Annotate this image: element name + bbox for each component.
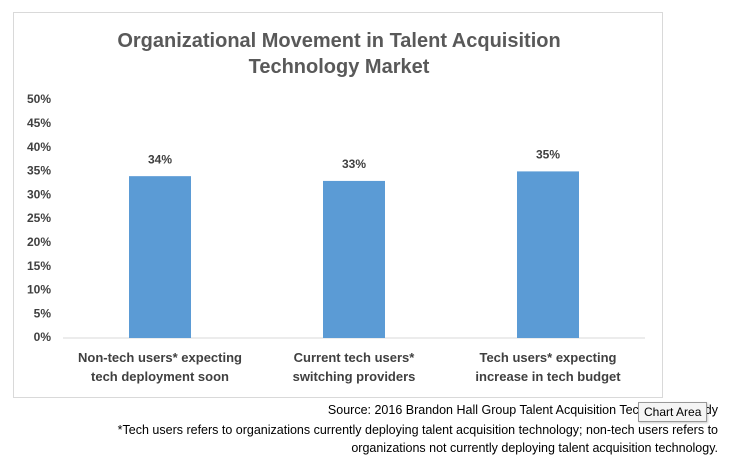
tooltip: Chart Area [638,402,708,422]
y-tick-label: 0% [34,330,52,344]
source: Source: 2016 Brandon Hall Group Talent A… [327,403,718,417]
bar [323,180,385,338]
bar [517,171,579,338]
y-tick-label: 30% [27,187,51,201]
x-tick-label: Tech users* expecting increase in tech b… [475,350,621,384]
x-tick-label: Current tech users* switching providers [292,350,416,384]
y-tick-label: 5% [34,306,52,320]
bar [129,176,191,338]
chart-frame [13,12,663,398]
y-tick-label: 50% [27,92,51,106]
value-label: 34% [148,152,172,166]
value-label: 35% [536,148,560,162]
y-tick-label: 20% [27,235,51,249]
y-tick-label: 35% [27,164,51,178]
value-label: 33% [342,157,366,171]
y-tick-label: 15% [27,259,51,273]
y-tick-label: 10% [27,283,51,297]
y-tick-label: 45% [27,116,51,130]
y-tick-label: 25% [27,211,51,225]
footnote: *Tech users refers to organizations curr… [117,423,718,455]
x-tick-label: Non-tech users* expecting tech deploymen… [78,350,242,384]
y-tick-label: 40% [27,140,51,154]
chart-title: Organizational Movement in Talent Acquis… [117,30,561,78]
